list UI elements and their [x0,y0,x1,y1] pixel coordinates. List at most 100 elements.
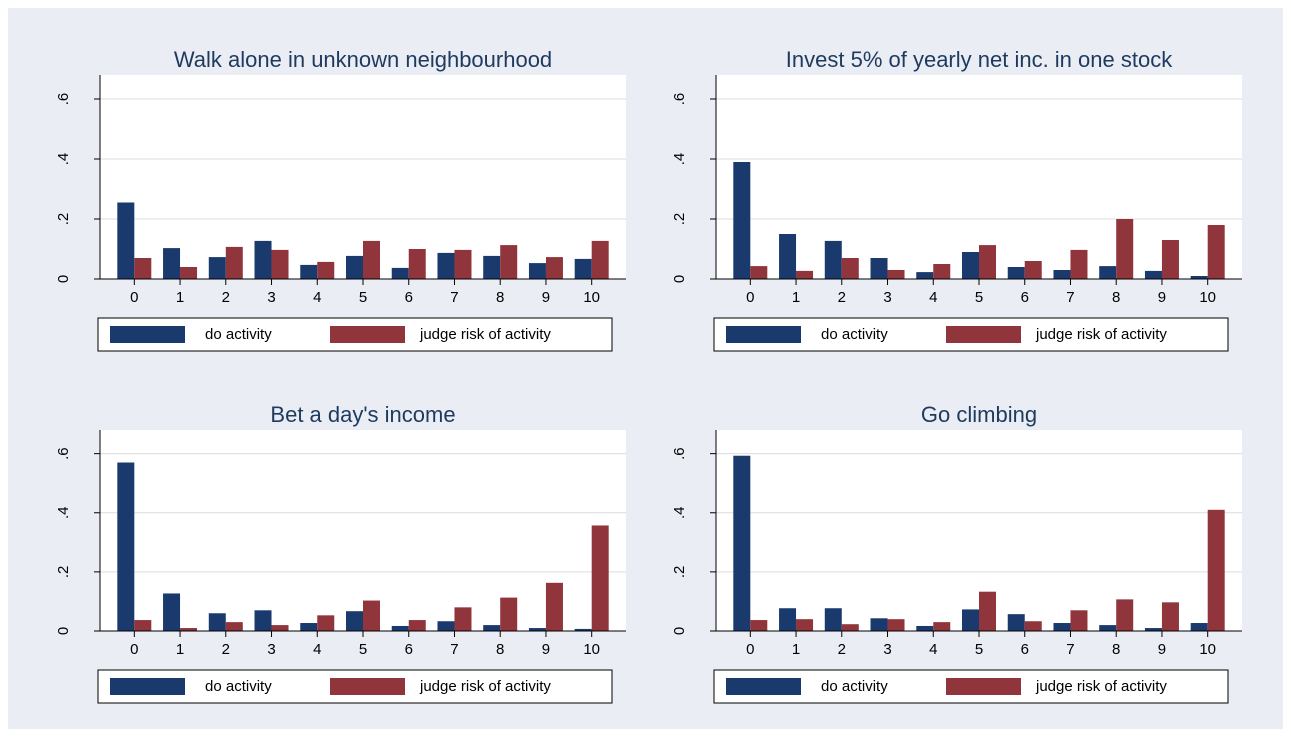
bar [1190,623,1208,631]
bar [346,255,363,279]
bar [483,625,501,631]
bar [317,261,335,279]
bar [208,613,226,631]
x-tick-label: 1 [176,641,184,658]
x-tick-label: 3 [883,289,891,306]
legend-label: judge risk of activity [1035,678,1167,695]
bar [1116,219,1134,279]
bar [1144,628,1162,631]
x-tick-label: 10 [583,641,600,658]
x-tick-label: 6 [1021,641,1029,658]
bar [117,462,135,631]
x-tick-label: 8 [1112,289,1120,306]
legend-swatch [110,326,185,343]
x-tick-label: 9 [1158,289,1166,306]
y-tick-label: .2 [671,213,688,226]
legend-swatch [946,326,1021,343]
legend-swatch [330,678,405,695]
bar [824,240,842,279]
x-tick-label: 9 [542,289,550,306]
bar [962,609,979,631]
bar [271,625,289,631]
bar [271,249,289,279]
x-tick-label: 7 [450,641,458,658]
bar [483,255,501,279]
x-tick-label: 8 [1112,641,1120,658]
bar [1190,276,1208,279]
x-tick-label: 5 [975,641,983,658]
y-tick-label: .4 [671,153,688,166]
bar [870,618,888,631]
bar [887,619,905,631]
y-tick-label: .6 [671,93,688,106]
y-tick-label: .4 [671,507,688,520]
legend-swatch [330,326,405,343]
legend-label: judge risk of activity [419,678,551,695]
bar [1161,240,1179,279]
bar [1116,599,1134,631]
legend-swatch [726,678,801,695]
bar [134,620,152,631]
bar [979,245,996,279]
legend-label: do activity [205,678,272,695]
x-tick-label: 2 [838,641,846,658]
bar [1070,249,1088,279]
y-tick-label: 0 [55,275,72,283]
x-tick-label: 10 [1199,289,1216,306]
x-tick-label: 3 [883,641,891,658]
bar [824,608,842,631]
legend-swatch [726,326,801,343]
panel-title: Go climbing [921,402,1037,427]
plot-area [100,430,626,631]
bar [391,625,409,631]
y-tick-label: .2 [55,566,72,579]
legend-label: judge risk of activity [419,326,551,343]
bar [454,249,472,279]
x-tick-label: 2 [838,289,846,306]
x-tick-label: 9 [1158,641,1166,658]
bar [500,245,518,279]
bar [300,264,318,279]
x-tick-label: 10 [583,289,600,306]
x-tick-label: 0 [130,289,138,306]
bar [180,267,198,279]
bar [796,270,814,279]
bar [1070,610,1088,631]
bar [591,240,609,279]
bar [225,622,243,631]
bar [1099,266,1117,279]
x-tick-label: 6 [405,289,413,306]
y-tick-label: 0 [671,275,688,283]
bar [1207,225,1225,279]
x-tick-label: 3 [267,289,275,306]
x-tick-label: 2 [222,641,230,658]
bar [225,246,243,279]
legend-label: do activity [821,678,888,695]
x-tick-label: 1 [176,289,184,306]
bar [408,249,426,279]
bar [733,455,751,631]
bar [796,619,814,631]
y-tick-label: .2 [55,213,72,226]
x-tick-label: 2 [222,289,230,306]
bar [346,611,363,631]
bar [887,270,905,279]
x-tick-label: 10 [1199,641,1216,658]
bar [454,607,472,631]
x-tick-label: 1 [792,641,800,658]
bar [254,240,272,279]
bar [962,252,979,279]
bar [134,258,152,279]
bar [1007,614,1025,631]
bar [979,591,996,631]
bar [1053,270,1071,279]
bar [591,525,609,631]
x-tick-label: 9 [542,641,550,658]
x-tick-label: 4 [313,289,321,306]
x-tick-label: 0 [746,641,754,658]
y-tick-label: .6 [55,93,72,106]
bar [254,610,272,631]
x-tick-label: 4 [929,289,937,306]
bar [437,621,455,631]
